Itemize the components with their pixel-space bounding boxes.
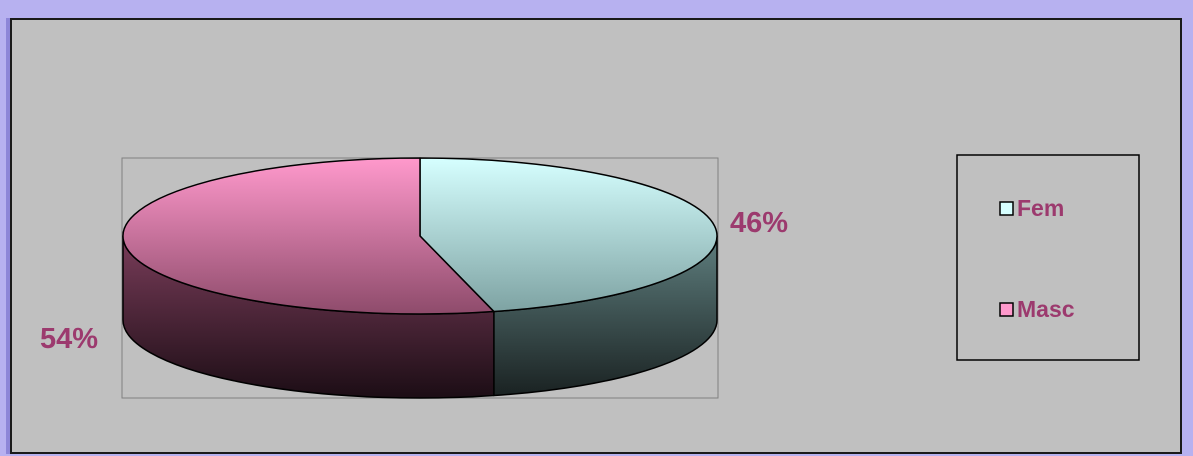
- legend-swatch-fem: [999, 201, 1014, 216]
- legend-box: [956, 154, 1140, 361]
- legend-label-fem: Fem: [1017, 195, 1064, 221]
- legend: Fem Masc: [956, 154, 1140, 361]
- pie-slice-masc: [122, 157, 495, 315]
- pie-slice-fem: [419, 157, 718, 313]
- pie-slices: [122, 157, 718, 399]
- data-label-fem: 46%: [730, 207, 788, 239]
- data-label-masc: 54%: [40, 323, 98, 355]
- legend-swatch-masc: [999, 302, 1014, 317]
- legend-label-masc: Masc: [1017, 296, 1075, 322]
